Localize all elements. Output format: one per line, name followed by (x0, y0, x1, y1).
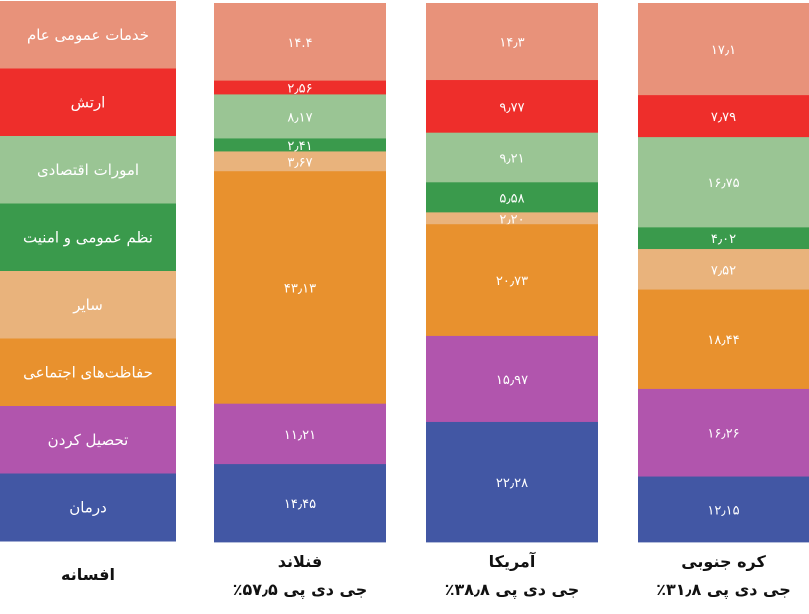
bar-segment (638, 137, 809, 228)
bar-segment (426, 80, 598, 134)
legend-swatch (0, 1, 176, 69)
data-label: ۲٫۵۶ (287, 82, 312, 97)
data-label: ۲۰٫۷۳ (496, 274, 528, 289)
country-name: فنلاند (277, 552, 323, 571)
data-label: ۴۳٫۱۳ (284, 281, 316, 296)
data-label: ۹٫۷۷ (499, 100, 524, 115)
data-label: ۱۱٫۲۱ (284, 428, 316, 443)
bar-segment (426, 3, 598, 81)
legend-title: افسانه (61, 565, 115, 584)
stacked-column: ۱۴.۴ ۲٫۵۶ ۸٫۱۷ ۲٫۴۱۳٫۶۷ ۴۳٫۱۳ ۱۱٫۲۱ ۱۴٫۴۵ (214, 3, 386, 543)
bar-segment (214, 3, 386, 82)
gdp-share: ٪۳۸٫۸ جی دی پی (444, 580, 580, 599)
bar-segment (638, 388, 809, 477)
bar-segment (638, 289, 809, 390)
legend-label: سایر (72, 296, 103, 314)
data-label: ۱۴.۴ (287, 36, 312, 51)
legend-item: تحصیل کردن (0, 406, 176, 474)
bar-segment (426, 182, 598, 213)
legend-item: ارتش (0, 68, 176, 137)
bar-segment (214, 171, 386, 405)
legend-label: امورات اقتصادی (37, 161, 139, 179)
legend-item: سایر (0, 271, 176, 339)
data-label: ۳٫۶۷ (287, 155, 312, 170)
data-label: ۱۴٫۳ (499, 36, 524, 51)
legend-swatch (0, 473, 176, 542)
bar-segment (638, 95, 809, 138)
legend-item: نظم عمومی و امنیت (0, 203, 176, 272)
bar-segment (638, 249, 809, 290)
data-label: ۱۴٫۴۵ (284, 497, 316, 512)
data-label: ۲۲٫۲۸ (496, 476, 528, 491)
data-label: ۸٫۱۷ (287, 110, 312, 125)
data-label: ۱۶٫۲۶ (707, 427, 739, 442)
legend-item: حفاظت‌های اجتماعی (0, 338, 176, 407)
bar-segment (214, 138, 386, 152)
data-label: ۴٫۰۲ (711, 232, 736, 247)
gdp-share: ٪۵۷٫۵ جی دی پی (232, 580, 368, 599)
bar-segment (214, 80, 386, 95)
bar-segment (638, 476, 809, 543)
bar-segment (214, 403, 386, 465)
bar-segment (638, 227, 809, 250)
data-label: ۷٫۵۲ (711, 263, 736, 278)
legend-label: خدمات عمومی عام (27, 26, 149, 44)
column-title-finland: فنلاند ٪۵۷٫۵ جی دی پی (214, 548, 386, 604)
legend-swatch (0, 271, 176, 339)
legend-swatch (0, 406, 176, 474)
legend-label: درمان (69, 498, 107, 516)
legend-swatch (0, 68, 176, 137)
data-label: ۱۷٫۱ (711, 43, 736, 58)
country-name: کره جنوبی (681, 552, 766, 571)
bar-segment (426, 335, 598, 423)
data-label: ۹٫۲۱ (499, 151, 524, 166)
gdp-share: ٪۳۱٫۸ جی دی پی (656, 580, 791, 599)
legend-swatch (0, 338, 176, 407)
bar-segment (426, 421, 598, 543)
data-label: ۲٫۲۰ (499, 212, 524, 227)
stacked-column: ۱۴٫۳ ۹٫۷۷ ۹٫۲۱ ۵٫۵۸ ۲٫۲۰ ۲۰٫۷۳ ۱۵٫۹۷ ۲۲٫۲۸ (426, 3, 598, 543)
legend-label: تحصیل کردن (48, 431, 129, 449)
country-name: آمریکا (488, 552, 536, 571)
column-title-south-korea: کره جنوبی ٪۳۱٫۸ جی دی پی (638, 548, 809, 604)
bar-segment (426, 132, 598, 183)
data-label: ۵٫۵۸ (499, 191, 524, 206)
bar-segment (214, 151, 386, 172)
legend-label: ارتش (71, 93, 106, 111)
legend-label: حفاظت‌های اجتماعی (23, 363, 153, 381)
data-label: ۲٫۴۱ (287, 139, 312, 154)
bar-segment (214, 94, 386, 139)
data-label: ۱۶٫۷۵ (707, 176, 739, 191)
legend-item: درمان (0, 473, 176, 542)
bar-segment (426, 224, 598, 337)
legend-swatch (0, 203, 176, 272)
data-label: ۷٫۷۹ (711, 110, 736, 125)
data-label: ۱۵٫۹۷ (496, 373, 528, 388)
legend-swatch (0, 136, 176, 204)
bar-segment (214, 464, 386, 543)
legend-item: خدمات عمومی عام (0, 1, 176, 69)
column-title-usa: آمریکا ٪۳۸٫۸ جی دی پی (426, 548, 598, 604)
bar-segment (426, 212, 598, 225)
legend-item: امورات اقتصادی (0, 136, 176, 204)
bar-segment (638, 3, 809, 96)
legend-label: نظم عمومی و امنیت (23, 228, 153, 246)
data-label: ۱۲٫۱۵ (707, 503, 739, 518)
stacked-column: ۱۷٫۱ ۷٫۷۹ ۱۶٫۷۵ ۴٫۰۲ ۷٫۵۲ ۱۸٫۴۴ ۱۶٫۲۶ ۱۲٫۱۵ (638, 3, 809, 543)
data-label: ۱۸٫۴۴ (707, 333, 739, 348)
